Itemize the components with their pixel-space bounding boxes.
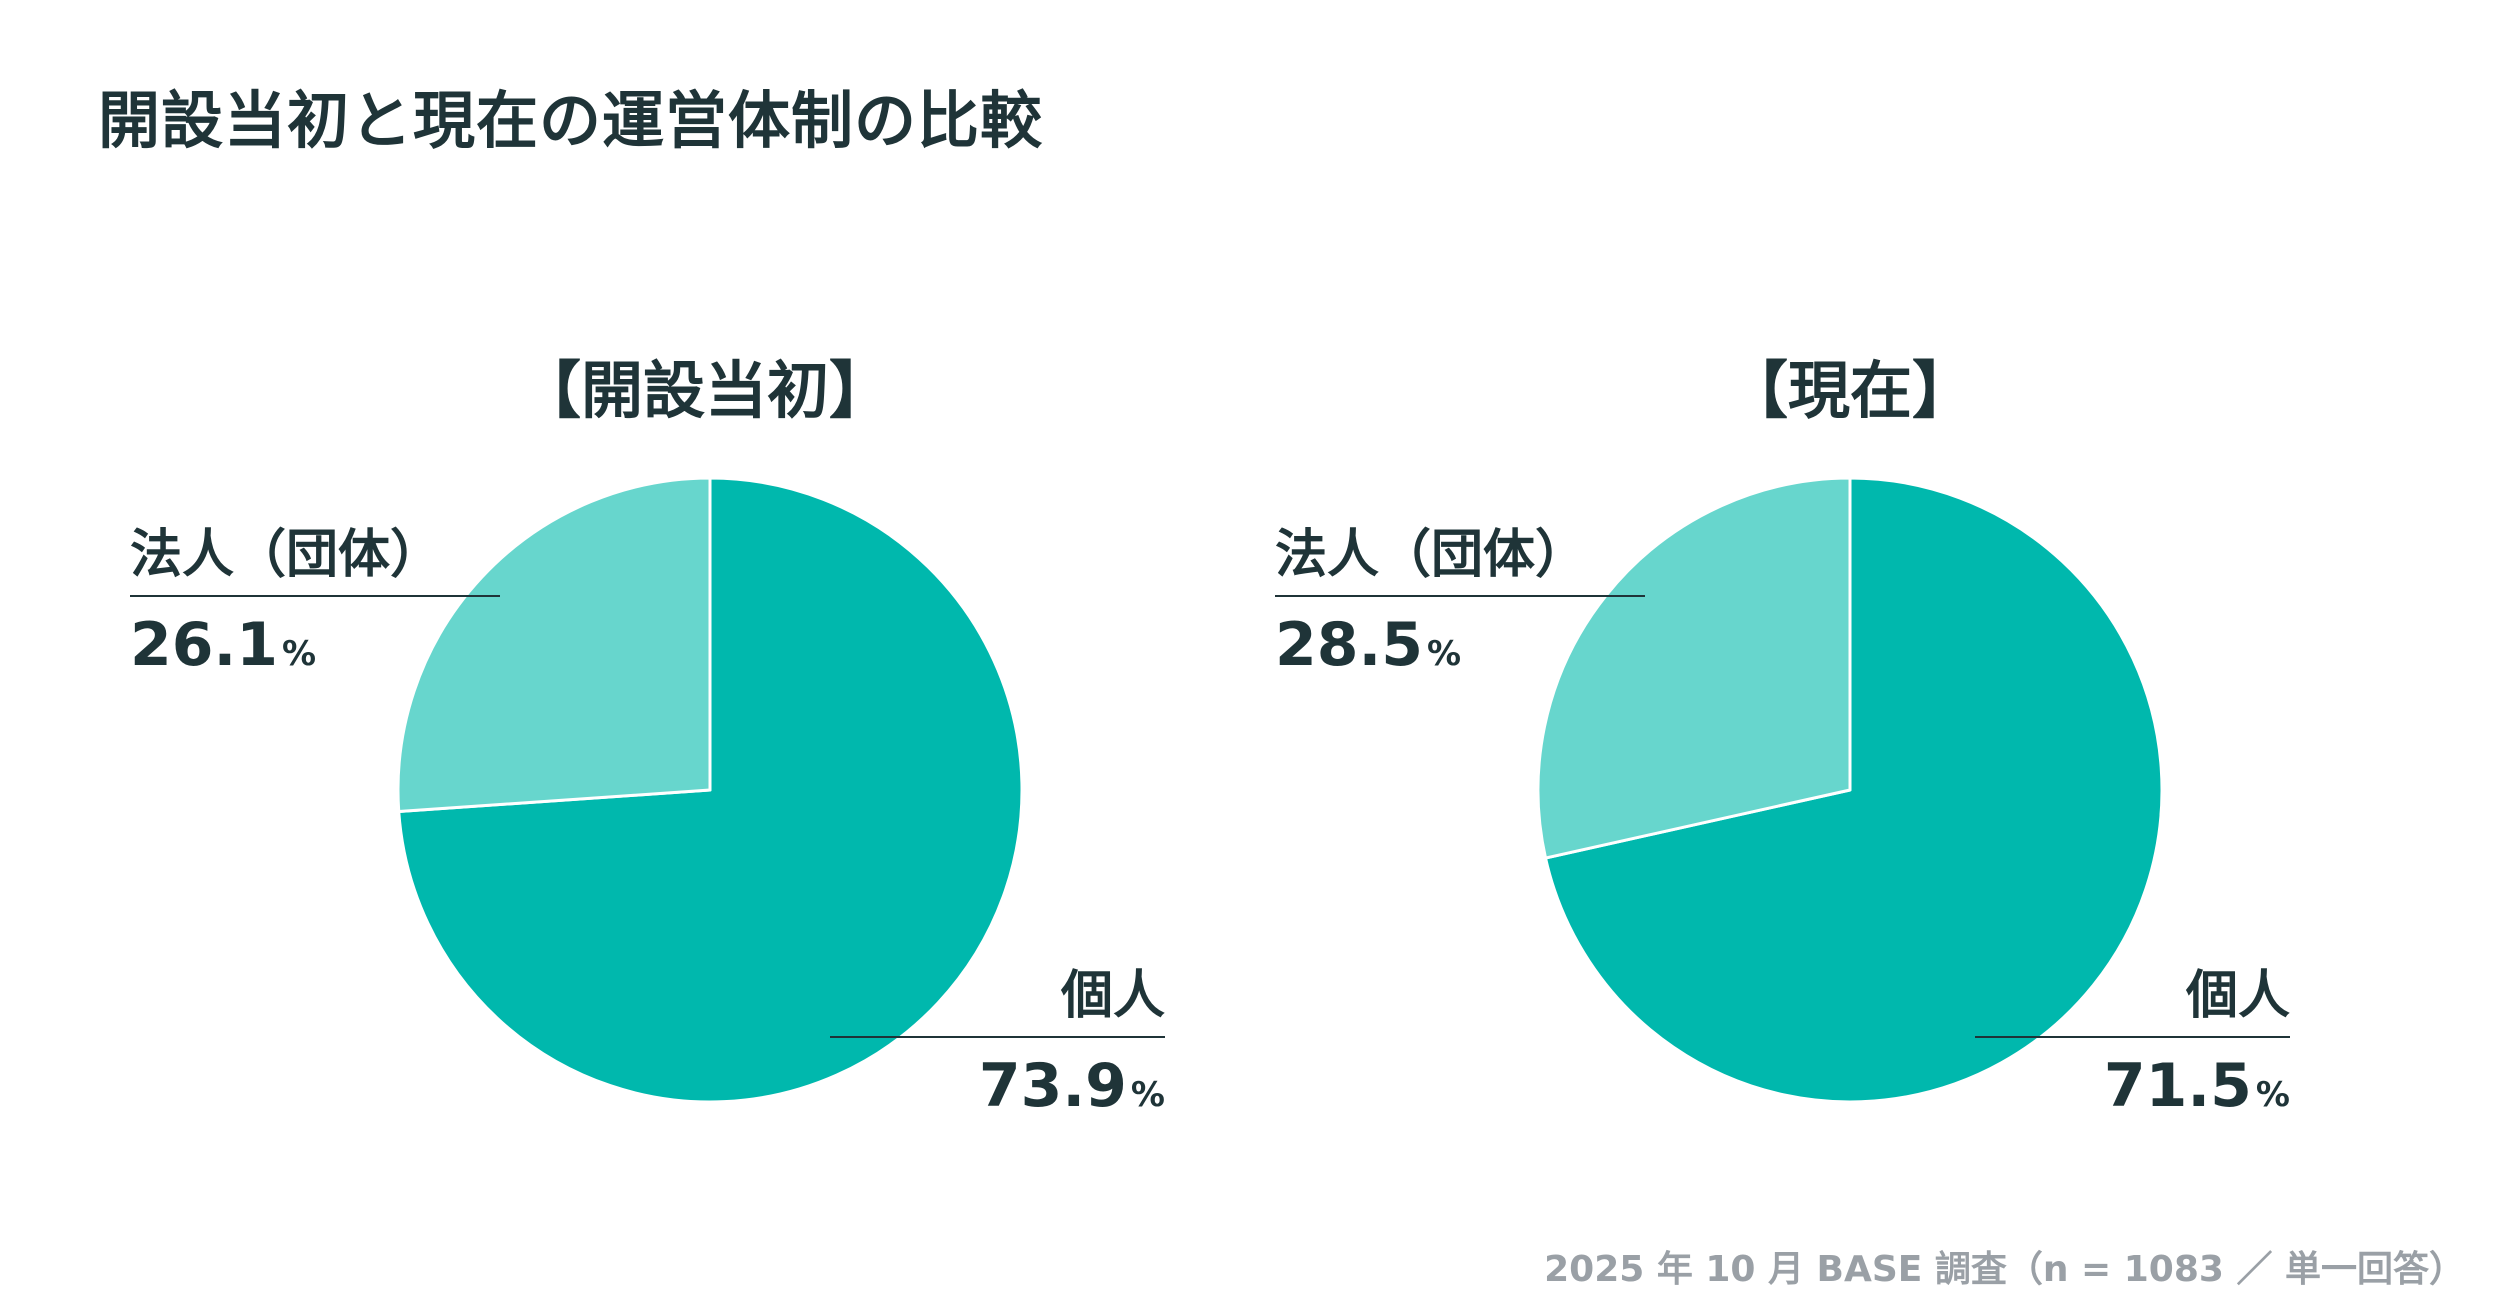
label-name: 法人（団体） [130,525,443,585]
label-individual-current: 個人 71.5% [1975,964,2290,1137]
label-value: 73.9% [830,1044,1165,1137]
label-corporate-initial: 法人（団体） 26.1% [130,523,500,696]
footnote: 2025 年 10 月 BASE 調査（n = 1083 ／ 単一回答） [1544,1249,2465,1290]
chart-panel-current: 【現在】 法人（団体） 28.5% 個人 71.5% [1140,0,2320,1314]
label-name: 個人 [2185,966,2290,1026]
value-unit: % [1130,1075,1165,1115]
pie-slice-corporate [1536,476,1852,860]
chart-panel-initial: 【開設当初】 法人（団体） 26.1% 個人 73.9% [0,0,1180,1314]
label-value: 71.5% [1975,1044,2290,1137]
value-number: 28.5 [1275,610,1424,680]
label-name: 法人（団体） [1275,525,1588,585]
pie-chart-initial [396,476,1024,1104]
value-number: 26.1 [130,610,279,680]
label-value: 28.5% [1275,603,1645,696]
chart-title-current: 【現在】 [1725,354,1974,427]
label-name: 個人 [1060,966,1165,1026]
label-rule [1275,595,1645,597]
chart-title-initial: 【開設当初】 [518,354,891,427]
value-number: 73.9 [978,1051,1127,1121]
value-unit: % [282,634,317,674]
pie-slice-corporate [396,476,712,814]
page-title: 開設当初と現在の運営体制の比較 [98,84,1044,157]
label-rule [1975,1036,2290,1038]
pie-chart-current [1536,476,2164,1104]
label-individual-initial: 個人 73.9% [830,964,1165,1137]
label-value: 26.1% [130,603,500,696]
label-rule [830,1036,1165,1038]
label-corporate-current: 法人（団体） 28.5% [1275,523,1645,696]
value-unit: % [1427,634,1462,674]
value-number: 71.5 [2103,1051,2252,1121]
value-unit: % [2255,1075,2290,1115]
pie-slice-individual [1544,476,2164,1104]
label-rule [130,595,500,597]
